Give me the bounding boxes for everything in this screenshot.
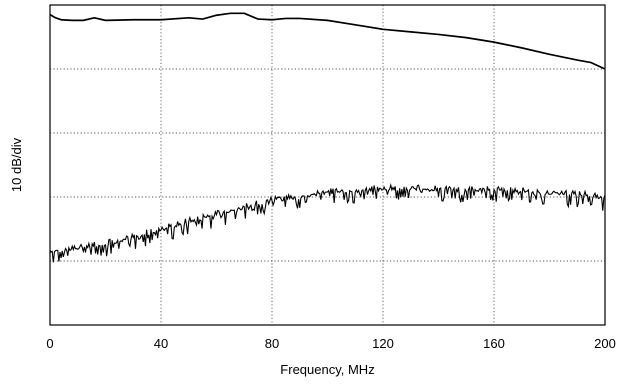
series-group bbox=[49, 12, 606, 263]
plot-area bbox=[50, 5, 605, 325]
series-line-1 bbox=[49, 12, 606, 70]
x-tick-label: 40 bbox=[154, 336, 168, 351]
x-tick-label: 0 bbox=[46, 336, 53, 351]
y-axis-label: 10 dB/div bbox=[9, 137, 24, 192]
x-tick-label: 200 bbox=[594, 336, 616, 351]
x-tick-labels: 0 40 80 120 160 200 bbox=[46, 336, 615, 351]
series-line-2 bbox=[49, 182, 606, 263]
plot-frame bbox=[49, 4, 606, 326]
x-tick-label: 160 bbox=[483, 336, 505, 351]
x-tick-label: 120 bbox=[372, 336, 394, 351]
x-tick-label: 80 bbox=[265, 336, 279, 351]
x-axis-label: Frequency, MHz bbox=[280, 362, 374, 377]
